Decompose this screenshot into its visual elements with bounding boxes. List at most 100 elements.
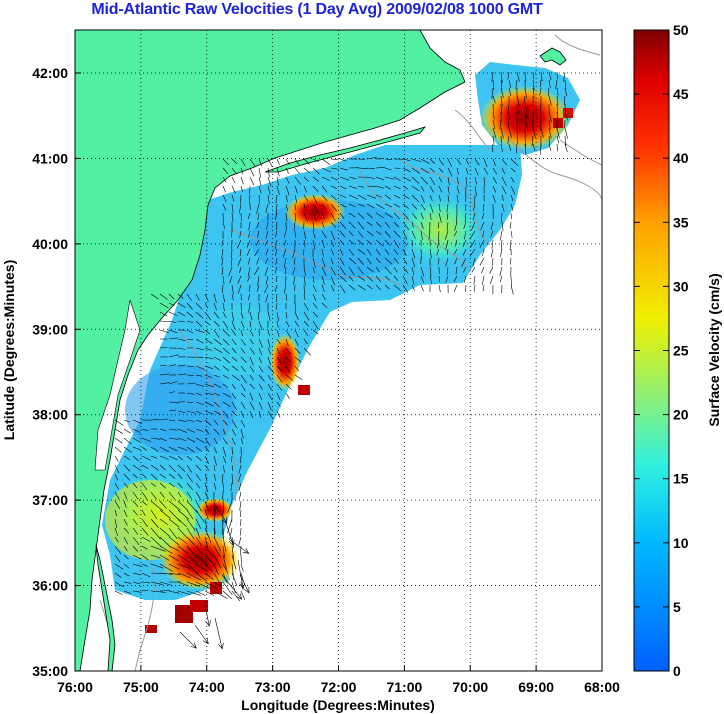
velocity-arrow	[312, 329, 319, 335]
velocity-arrow	[464, 275, 467, 283]
velocity-arrow	[177, 364, 186, 367]
velocity-arrow	[438, 284, 441, 293]
velocity-arrow	[348, 248, 354, 256]
velocity-arrow	[267, 392, 273, 401]
velocity-arrow	[294, 203, 296, 211]
velocity-arrow	[456, 185, 460, 195]
velocity-arrow	[339, 248, 344, 256]
velocity-arrow	[492, 79, 495, 91]
velocity-arrow	[275, 275, 278, 283]
velocity-arrow	[330, 167, 339, 170]
velocity-arrow	[238, 482, 242, 491]
velocity-arrow	[258, 320, 263, 331]
x-tick-label: 76:00	[57, 679, 93, 695]
velocity-vectors	[114, 71, 568, 650]
velocity-arrow	[123, 509, 128, 518]
velocity-arrow	[303, 239, 306, 248]
velocity-arrow	[357, 194, 367, 200]
velocity-arrow	[240, 401, 246, 409]
velocity-arrow	[348, 221, 356, 229]
velocity-arrow	[420, 275, 425, 284]
velocity-arrow	[213, 437, 218, 445]
velocity-arrow	[195, 401, 204, 406]
velocity-arrow	[274, 212, 278, 221]
velocity-arrow	[480, 221, 485, 231]
velocity-arrow	[141, 491, 148, 500]
velocity-arrow	[222, 464, 225, 473]
velocity-arrow	[294, 176, 302, 185]
velocity-arrow	[283, 257, 287, 268]
velocity-arrow	[123, 455, 131, 461]
velocity-arrow	[237, 275, 242, 284]
velocity-arrow	[282, 248, 287, 258]
velocity-arrow	[141, 518, 148, 527]
velocity-arrow	[276, 158, 280, 165]
velocity-arrow	[276, 356, 282, 364]
velocity-arrow	[474, 158, 480, 166]
velocity-arrow	[195, 338, 204, 344]
velocity-arrow	[473, 203, 476, 211]
velocity-arrow	[267, 194, 270, 204]
velocity-arrow	[168, 500, 181, 511]
velocity-arrow	[204, 536, 209, 548]
velocity-arrow	[303, 338, 308, 345]
velocity-arrow	[177, 320, 185, 323]
velocity-arrow	[348, 266, 355, 276]
velocity-arrow	[249, 410, 254, 419]
velocity-arrow	[132, 464, 141, 471]
velocity-arrow	[168, 455, 178, 461]
velocity-arrow	[195, 455, 202, 461]
land-outer-banks	[95, 544, 116, 671]
velocity-arrow	[204, 419, 212, 426]
velocity-arrow	[274, 239, 278, 250]
velocity-arrow	[266, 221, 269, 230]
velocity-arrow	[524, 71, 526, 83]
velocity-arrow	[531, 135, 534, 147]
velocity-arrow	[267, 311, 271, 322]
velocity-arrow	[474, 176, 477, 185]
velocity-arrow	[231, 446, 233, 455]
velocity-arrow	[141, 464, 149, 470]
velocity-arrow	[436, 248, 440, 256]
velocity-arrow	[249, 329, 254, 337]
x-tick-label: 72:00	[321, 679, 357, 695]
velocity-arrow	[264, 239, 269, 246]
colorbar-tick-label: 0	[673, 663, 681, 679]
velocity-arrow	[294, 365, 300, 372]
colorbar-tick-label: 50	[673, 22, 689, 38]
velocity-arrow	[239, 574, 250, 594]
velocity-arrow	[258, 302, 261, 313]
velocity-arrow	[186, 401, 194, 403]
velocity-arrow	[563, 95, 566, 105]
velocity-arrow	[339, 257, 345, 266]
velocity-arrow	[177, 428, 187, 433]
velocity-arrow	[231, 293, 234, 301]
velocity-arrow	[231, 167, 237, 174]
velocity-arrow	[366, 176, 375, 180]
velocity-arrow	[265, 293, 269, 303]
velocity-arrow	[294, 356, 302, 363]
velocity-arrow	[429, 158, 436, 164]
velocity-arrow	[222, 455, 227, 464]
velocity-arrow	[501, 158, 508, 166]
velocity-arrow	[532, 79, 535, 91]
velocity-arrow	[508, 127, 512, 138]
velocity-arrow	[366, 167, 375, 170]
velocity-arrow	[159, 311, 168, 317]
velocity-arrow	[492, 185, 496, 193]
velocity-arrow	[453, 275, 458, 283]
velocity-arrow	[276, 338, 281, 345]
velocity-arrow	[267, 401, 272, 411]
velocity-arrow	[375, 185, 384, 189]
velocity-arrow	[303, 176, 309, 182]
velocity-arrow	[482, 284, 485, 292]
velocity-arrow	[114, 473, 119, 481]
velocity-arrow	[357, 221, 365, 230]
velocity-arrow	[186, 338, 194, 341]
velocity-arrow	[384, 212, 394, 219]
velocity-arrow	[384, 158, 393, 160]
velocity-arrow	[222, 554, 227, 570]
velocity-arrow	[213, 329, 220, 338]
velocity-arrow	[213, 527, 216, 539]
velocity-arrow	[510, 230, 513, 238]
